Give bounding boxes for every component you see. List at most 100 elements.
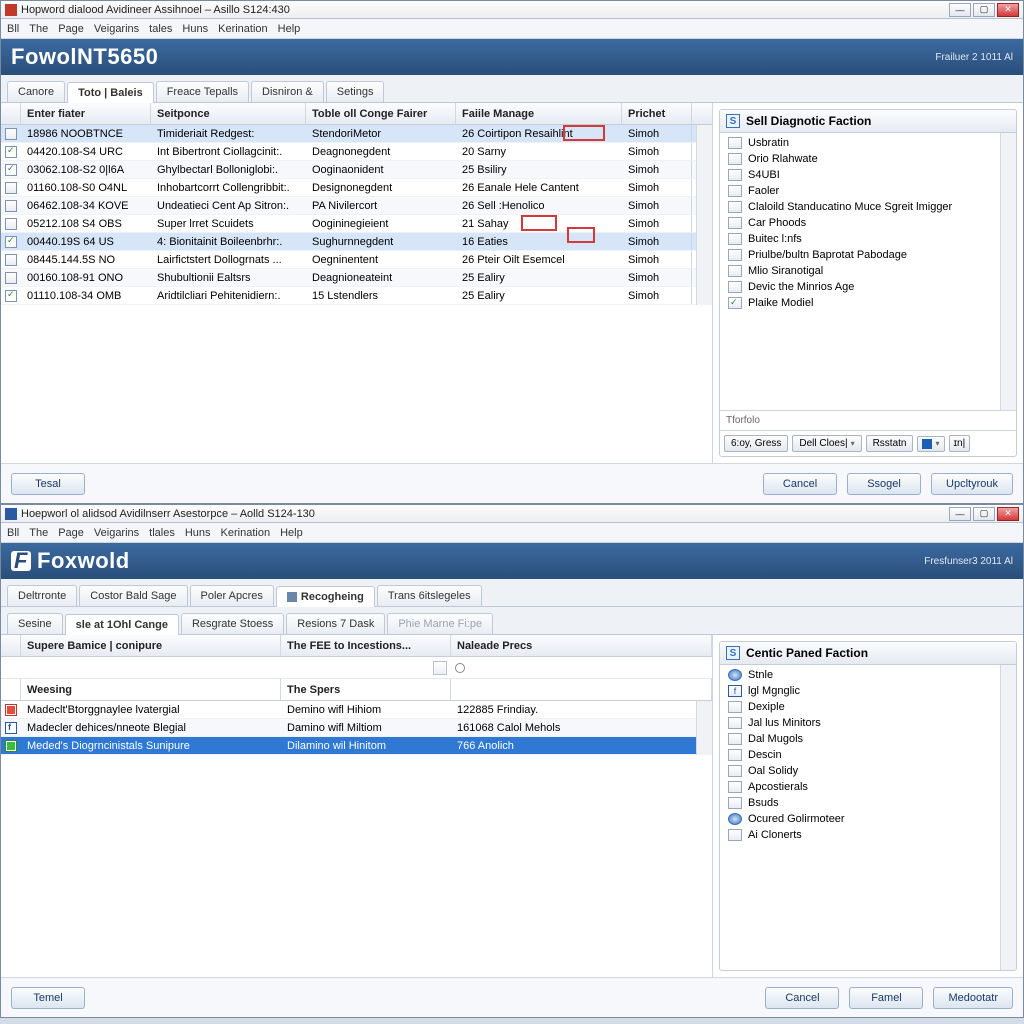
side-item[interactable]: S4UBI [720, 167, 1000, 183]
minimize-button[interactable]: — [949, 507, 971, 521]
scrollbar[interactable] [1000, 665, 1016, 970]
side-item[interactable]: Priulbe/bultn Baprotat Pabodage [720, 247, 1000, 263]
menu-item[interactable]: Veigarins [94, 527, 139, 539]
side-item[interactable]: Mlio Siranotigal [720, 263, 1000, 279]
tab[interactable]: Resgrate Stoess [181, 613, 284, 634]
tab[interactable]: Costor Bald Sage [79, 585, 187, 606]
btn-cancel[interactable]: Cancel [765, 987, 839, 1009]
menu-item[interactable]: Help [278, 23, 301, 35]
btn-famel[interactable]: Famel [849, 987, 923, 1009]
tab[interactable]: Trans 6itslegeles [377, 585, 482, 606]
tab[interactable]: Resions 7 Dask [286, 613, 385, 634]
btn-ssogel[interactable]: Ssogel [847, 473, 921, 495]
btn-tesal[interactable]: Tesal [11, 473, 85, 495]
side-item[interactable]: Buitec l:nfs [720, 231, 1000, 247]
menu-item[interactable]: Page [58, 527, 84, 539]
table-row[interactable]: Madecler dehices/nneote BlegialDamino wi… [1, 719, 696, 737]
maximize-button[interactable]: ▢ [973, 507, 995, 521]
side-item[interactable]: Faoler [720, 183, 1000, 199]
side-item[interactable]: Devic the Minrios Age [720, 279, 1000, 295]
tab[interactable]: Phie Marne Fi:pe [387, 613, 493, 634]
table-row[interactable]: 00440.19S 64 US4: Bionitainit Boileenbrh… [1, 233, 696, 251]
menu-item[interactable]: Bll [7, 527, 19, 539]
table-row[interactable]: Meded's Diogrncinistals SunipureDilamino… [1, 737, 696, 755]
table-row[interactable]: 08445.144.5S NOLairfictstert Dollogrnats… [1, 251, 696, 269]
table-row[interactable]: 04420.108-S4 URCInt Bibertront Ciollagci… [1, 143, 696, 161]
tab[interactable]: Recogheing [276, 586, 375, 607]
menu-item[interactable]: Bll [7, 23, 19, 35]
tab[interactable]: sle at 1Ohl Cange [65, 614, 179, 635]
col-3[interactable]: Toble oll Conge Fairer [306, 103, 456, 124]
tab[interactable]: Freace Tepalls [156, 81, 249, 102]
side-item[interactable]: Orio Rlahwate [720, 151, 1000, 167]
btn-extra[interactable]: ɪn| [949, 435, 971, 452]
side-item[interactable]: Descin [720, 747, 1000, 763]
tab[interactable]: Sesine [7, 613, 63, 634]
scrollbar[interactable] [696, 125, 712, 305]
side-list[interactable]: UsbratinOrio RlahwateS4UBIFaolerClaloild… [720, 133, 1000, 410]
tab[interactable]: Poler Apcres [190, 585, 274, 606]
table-row[interactable]: 00160.108-91 ONOShubultionii EaltsrsDeag… [1, 269, 696, 287]
col-1[interactable]: Supere Bamice | conipure [21, 635, 281, 656]
scrollbar[interactable] [696, 701, 712, 755]
table-row[interactable]: 06462.108-34 KOVEUndeatieci Cent Ap Sitr… [1, 197, 696, 215]
table-row[interactable]: Madeclt'Btorggnaylee lvatergialDemino wi… [1, 701, 696, 719]
btn-cancel[interactable]: Cancel [763, 473, 837, 495]
btn-restart[interactable]: Rsstatn [866, 435, 914, 452]
side-item[interactable]: Car Phoods [720, 215, 1000, 231]
side-item[interactable]: Usbratin [720, 135, 1000, 151]
side-item[interactable]: Dal Mugols [720, 731, 1000, 747]
side-item[interactable]: Ai Clonerts [720, 827, 1000, 843]
col-2[interactable]: Seitponce [151, 103, 306, 124]
col-4[interactable]: Faiile Manage [456, 103, 622, 124]
side-item[interactable]: Bsuds [720, 795, 1000, 811]
side-item[interactable]: Ocured Golirmoteer [720, 811, 1000, 827]
table-row[interactable]: 05212.108 S4 OBSSuper lrret ScuidetsOogi… [1, 215, 696, 233]
tab[interactable]: Canore [7, 81, 65, 102]
side-item[interactable]: flgl Mgnglic [720, 683, 1000, 699]
tab[interactable]: Disniron & [251, 81, 324, 102]
menu-item[interactable]: Help [280, 527, 303, 539]
side-list[interactable]: Stnleflgl MgnglicDexipleJal lus Minitors… [720, 665, 1000, 970]
tab[interactable]: Deltrronte [7, 585, 77, 606]
side-item[interactable]: ✓Plaike Modiel [720, 295, 1000, 311]
menu-item[interactable]: Page [58, 23, 84, 35]
tool-icon[interactable] [433, 661, 447, 675]
tab[interactable]: Toto | Baleis [67, 82, 154, 103]
col-5[interactable]: Prichet [622, 103, 692, 124]
menu-item[interactable]: Huns [182, 23, 208, 35]
menu-item[interactable]: Veigarins [94, 23, 139, 35]
btn-dell-close[interactable]: Dell Cloes|▾ [792, 435, 861, 452]
menu-item[interactable]: The [29, 527, 48, 539]
menu-item[interactable]: Huns [185, 527, 211, 539]
col-2[interactable]: The FEE to Incestions... [281, 635, 451, 656]
side-item[interactable]: Dexiple [720, 699, 1000, 715]
table-row[interactable]: 03062.108-S2 0|l6AGhylbectarl Bolloniglo… [1, 161, 696, 179]
menu-item[interactable]: The [29, 23, 48, 35]
btn-medootar[interactable]: Medootatr [933, 987, 1013, 1009]
grid-body[interactable]: Madeclt'Btorggnaylee lvatergialDemino wi… [1, 701, 696, 755]
col-1[interactable]: Enter fiater [21, 103, 151, 124]
scrollbar[interactable] [1000, 133, 1016, 410]
minimize-button[interactable]: — [949, 3, 971, 17]
menu-item[interactable]: Kerination [221, 527, 271, 539]
side-item[interactable]: Stnle [720, 667, 1000, 683]
menu-item[interactable]: tales [149, 23, 172, 35]
side-item[interactable]: Claloild Standucatino Muce Sgreit lmigge… [720, 199, 1000, 215]
btn-update[interactable]: Upcltyrouk [931, 473, 1013, 495]
maximize-button[interactable]: ▢ [973, 3, 995, 17]
tab[interactable]: Setings [326, 81, 385, 102]
table-row[interactable]: 18986 NOOBTNCETimideriait Redgest:Stendo… [1, 125, 696, 143]
side-item[interactable]: Apcostierals [720, 779, 1000, 795]
btn-gress[interactable]: 6:oy, Gress [724, 435, 788, 452]
table-row[interactable]: 01110.108-34 OMBAridtilcliari Pehitenidi… [1, 287, 696, 305]
close-button[interactable]: ✕ [997, 507, 1019, 521]
table-row[interactable]: 01160.108-S0 O4NLInhobartcorrt Collengri… [1, 179, 696, 197]
side-item[interactable]: Oal Solidy [720, 763, 1000, 779]
col-3[interactable]: Naleade Precs [451, 635, 712, 656]
side-item[interactable]: Jal lus Minitors [720, 715, 1000, 731]
menu-item[interactable]: tlales [149, 527, 175, 539]
close-button[interactable]: ✕ [997, 3, 1019, 17]
grid-body[interactable]: 18986 NOOBTNCETimideriait Redgest:Stendo… [1, 125, 696, 305]
radio-icon[interactable] [455, 663, 465, 673]
